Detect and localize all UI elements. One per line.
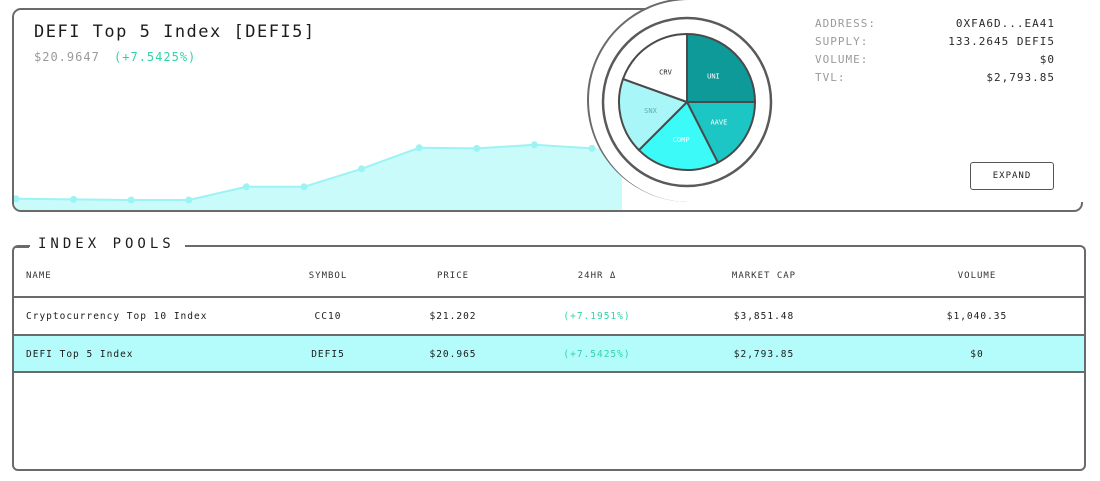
cell-volume: $1,040.35 <box>946 311 1008 322</box>
pie-label-crv: CRV <box>659 68 672 76</box>
index-pools-title: INDEX POOLS <box>30 236 185 252</box>
index-price-row: $20.9647 (+7.5425%) <box>34 50 196 64</box>
stat-tvl: TVL: $2,793.85 <box>815 71 1055 89</box>
col-header-volume[interactable]: VOLUME <box>957 271 997 281</box>
pie-label-comp: COMP <box>673 136 690 144</box>
price-point <box>242 183 250 191</box>
col-header-symbol[interactable]: SYMBOL <box>308 271 348 281</box>
price-point <box>473 144 481 152</box>
cell-price: $21.202 <box>429 311 477 322</box>
col-header-name[interactable]: NAME <box>26 271 52 281</box>
price-area-fill <box>14 144 622 210</box>
price-point <box>300 183 308 191</box>
stat-supply-value: 133.2645 DEFI5 <box>948 35 1055 48</box>
index-title: DEFI Top 5 Index [DEFI5] <box>34 22 316 42</box>
pie-slice-crv[interactable] <box>621 32 688 104</box>
cell-name: Cryptocurrency Top 10 Index <box>26 311 208 322</box>
cell-market-cap: $3,851.48 <box>733 311 795 322</box>
stat-volume: VOLUME: $0 <box>815 53 1055 71</box>
price-point <box>530 141 538 149</box>
pie-label-uni: UNI <box>707 73 720 81</box>
stat-volume-value: $0 <box>1039 53 1055 66</box>
cell-change: (+7.1951%) <box>563 311 631 322</box>
pie-slice-uni[interactable] <box>686 32 757 103</box>
stat-supply-label: SUPPLY: <box>815 35 869 48</box>
cell-market-cap: $2,793.85 <box>733 349 795 360</box>
price-point <box>588 144 596 152</box>
cell-name: DEFI Top 5 Index <box>26 349 134 360</box>
legend-divider <box>15 246 29 248</box>
index-price: $20.9647 <box>34 50 100 64</box>
pie-label-snx: SNX <box>644 107 657 115</box>
stat-volume-label: VOLUME: <box>815 53 869 66</box>
row-divider <box>14 334 1084 336</box>
cell-symbol: DEFI5 <box>311 349 345 360</box>
cell-volume: $0 <box>970 349 984 360</box>
pie-slice-aave[interactable] <box>685 101 757 164</box>
col-header-24hr-change[interactable]: 24HR Δ <box>577 271 617 281</box>
col-header-market-cap[interactable]: MARKET CAP <box>731 271 797 281</box>
stat-address-label: ADDRESS: <box>815 17 876 30</box>
row-divider <box>14 371 1084 373</box>
header-divider <box>14 296 1084 298</box>
col-header-price[interactable]: PRICE <box>436 271 470 281</box>
price-area-chart <box>14 141 622 210</box>
price-point <box>358 165 366 173</box>
index-stats: ADDRESS: 0XFA6D...EA41 SUPPLY: 133.2645 … <box>815 17 1055 89</box>
expand-button[interactable]: EXPAND <box>970 162 1054 190</box>
cell-price: $20.965 <box>429 349 477 360</box>
stat-supply: SUPPLY: 133.2645 DEFI5 <box>815 35 1055 53</box>
cell-change: (+7.5425%) <box>563 349 631 360</box>
stat-tvl-value: $2,793.85 <box>986 71 1055 84</box>
index-change: (+7.5425%) <box>114 50 197 64</box>
stat-address-value: 0XFA6D...EA41 <box>955 17 1055 30</box>
price-point <box>415 144 423 152</box>
table-row[interactable]: Cryptocurrency Top 10 Index CC10 $21.202… <box>14 298 1084 334</box>
stat-address: ADDRESS: 0XFA6D...EA41 <box>815 17 1055 35</box>
price-point <box>70 195 78 203</box>
table-row-selected[interactable]: DEFI Top 5 Index DEFI5 $20.965 (+7.5425%… <box>14 336 1084 372</box>
pie-label-aave: AAVE <box>710 119 727 127</box>
price-point <box>185 196 193 204</box>
index-pools-card <box>12 245 1086 471</box>
pie-slice-comp[interactable] <box>637 100 720 171</box>
cell-symbol: CC10 <box>314 311 342 322</box>
stat-tvl-label: TVL: <box>815 71 846 84</box>
price-point <box>127 196 135 204</box>
composition-pie-chart: UNI AAVE COMP SNX CRV <box>601 16 773 188</box>
price-point <box>14 195 20 203</box>
